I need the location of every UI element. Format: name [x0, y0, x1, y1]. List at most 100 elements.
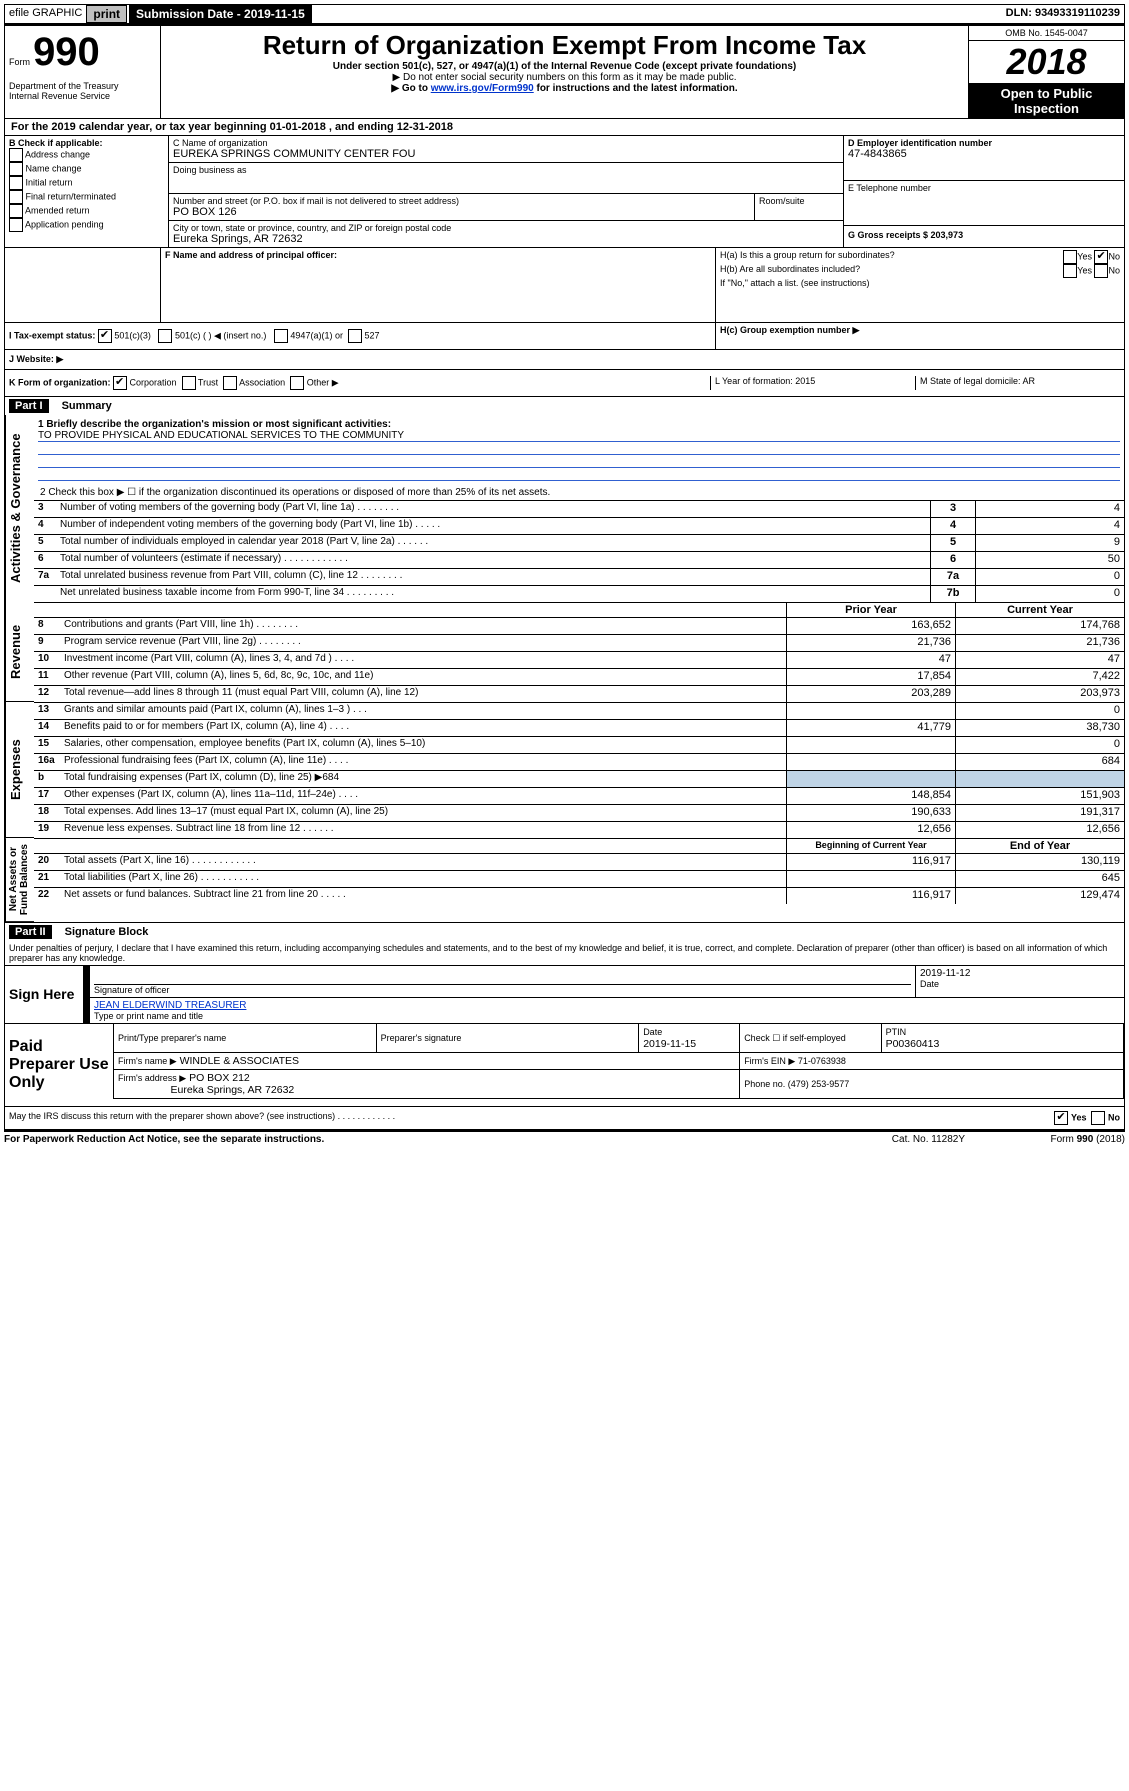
gov-line: 7aTotal unrelated business revenue from … — [34, 568, 930, 585]
line-desc: 14Benefits paid to or for members (Part … — [34, 719, 786, 736]
top-bar: efile GRAPHIC print Submission Date - 20… — [4, 4, 1125, 24]
boxB-item: Final return/terminated — [9, 190, 164, 204]
line-desc: 9Program service revenue (Part VIII, lin… — [34, 634, 786, 651]
checkbox-assoc[interactable] — [223, 376, 237, 390]
checkbox-final[interactable] — [9, 190, 23, 204]
paid-hdr: Paid Preparer Use Only — [5, 1024, 113, 1106]
line-desc: 8Contributions and grants (Part VIII, li… — [34, 617, 786, 634]
checkbox-501c[interactable] — [158, 329, 172, 343]
sub2: ▶ Do not enter social security numbers o… — [165, 72, 964, 83]
tax-year: 2018 — [969, 41, 1124, 83]
boxJ-label: J Website: ▶ — [9, 354, 63, 365]
checkbox-name-change[interactable] — [9, 162, 23, 176]
checkbox-addr-change[interactable] — [9, 148, 23, 162]
line-desc: 11Other revenue (Part VIII, column (A), … — [34, 668, 786, 685]
line-desc: 17Other expenses (Part IX, column (A), l… — [34, 787, 786, 804]
klm-block: K Form of organization: Corporation Trus… — [4, 370, 1125, 397]
i-block: I Tax-exempt status: 501(c)(3) 501(c) ( … — [4, 323, 1125, 350]
checkbox-discuss-no[interactable] — [1091, 1111, 1105, 1125]
pra: For Paperwork Reduction Act Notice, see … — [4, 1134, 892, 1145]
checkbox-corp[interactable] — [113, 376, 127, 390]
checkbox-initial[interactable] — [9, 176, 23, 190]
form-word: Form — [9, 57, 30, 67]
boxB-item: Application pending — [9, 218, 164, 232]
checkbox-hb-yes[interactable] — [1063, 264, 1077, 278]
boxE-label: E Telephone number — [848, 183, 1120, 193]
form-header: Form 990 Department of the Treasury Inte… — [4, 24, 1125, 119]
officer-lbl: Type or print name and title — [94, 1011, 1120, 1021]
side-na: Net Assets or Fund Balances — [5, 838, 34, 922]
checkbox-527[interactable] — [348, 329, 362, 343]
checkbox-hb-no[interactable] — [1094, 264, 1108, 278]
checkbox-ha-yes[interactable] — [1063, 250, 1077, 264]
form-title: Return of Organization Exempt From Incom… — [165, 30, 964, 61]
addr-val: PO BOX 126 — [173, 206, 750, 218]
line-desc: 12Total revenue—add lines 8 through 11 (… — [34, 685, 786, 702]
sig-date-val: 2019-11-12 — [920, 968, 1120, 979]
line-desc: 13Grants and similar amounts paid (Part … — [34, 702, 786, 719]
line-desc: 18Total expenses. Add lines 13–17 (must … — [34, 804, 786, 821]
hc-label: H(c) Group exemption number ▶ — [715, 323, 1124, 349]
part2-hdr: Part II — [9, 925, 52, 939]
boxB-item: Initial return — [9, 176, 164, 190]
j-block: J Website: ▶ — [4, 350, 1125, 370]
ein-val: 47-4843865 — [848, 148, 1120, 160]
line-desc: 21Total liabilities (Part X, line 26) . … — [34, 870, 786, 887]
f-h-block: F Name and address of principal officer:… — [4, 248, 1125, 323]
declaration: Under penalties of perjury, I declare th… — [5, 941, 1124, 965]
line-desc: 20Total assets (Part X, line 16) . . . .… — [34, 853, 786, 870]
boxD-label: D Employer identification number — [848, 138, 1120, 148]
checkbox-pending[interactable] — [9, 218, 23, 232]
col-py: Prior Year — [786, 602, 955, 617]
gov-line: 3Number of voting members of the governi… — [34, 500, 930, 517]
checkbox-501c3[interactable] — [98, 329, 112, 343]
officer-name[interactable]: JEAN ELDERWIND TREASURER — [94, 1000, 1120, 1011]
hb-label: H(b) Are all subordinates included? — [720, 264, 1063, 278]
sub1: Under section 501(c), 527, or 4947(a)(1)… — [165, 61, 964, 72]
city-label: City or town, state or province, country… — [173, 223, 839, 233]
entity-block: B Check if applicable: Address change Na… — [4, 136, 1125, 248]
boxC-label: C Name of organization — [173, 138, 839, 148]
gov-line: 6Total number of volunteers (estimate if… — [34, 551, 930, 568]
boxM: M State of legal domicile: AR — [915, 376, 1120, 390]
form990-link[interactable]: www.irs.gov/Form990 — [431, 83, 534, 94]
boxB-hdr: B Check if applicable: — [9, 138, 164, 148]
boxB-item: Name change — [9, 162, 164, 176]
line-desc: 19Revenue less expenses. Subtract line 1… — [34, 821, 786, 838]
boxG-label: G Gross receipts $ 203,973 — [844, 226, 1124, 244]
city-val: Eureka Springs, AR 72632 — [173, 233, 839, 245]
sig-officer-lbl: Signature of officer — [94, 985, 911, 995]
open-public: Open to Public Inspection — [969, 83, 1124, 118]
form-number: 990 — [33, 30, 100, 74]
checkbox-amended[interactable] — [9, 204, 23, 218]
side-gov: Activities & Governance — [5, 415, 34, 602]
checkbox-4947[interactable] — [274, 329, 288, 343]
line-desc: 15Salaries, other compensation, employee… — [34, 736, 786, 753]
side-rev: Revenue — [5, 602, 34, 702]
efile-label: efile GRAPHIC — [5, 5, 86, 23]
print-button[interactable]: print — [86, 5, 127, 23]
dln-label: DLN: 93493319110239 — [1002, 5, 1124, 23]
boxL: L Year of formation: 2015 — [710, 376, 915, 390]
gov-line: 5Total number of individuals employed in… — [34, 534, 930, 551]
part2: Part II Signature Block Under penalties … — [4, 923, 1125, 1130]
q2: 2 Check this box ▶ ☐ if the organization… — [34, 485, 1124, 500]
ha-label: H(a) Is this a group return for subordin… — [720, 250, 1063, 264]
line-desc: 22Net assets or fund balances. Subtract … — [34, 887, 786, 904]
part1-hdr: Part I — [9, 399, 49, 413]
sign-here: Sign Here — [5, 966, 83, 1023]
part1-title: Summary — [52, 400, 112, 412]
addr-label: Number and street (or P.O. box if mail i… — [173, 196, 750, 206]
checkbox-trust[interactable] — [182, 376, 196, 390]
checkbox-other[interactable] — [290, 376, 304, 390]
cat-no: Cat. No. 11282Y — [892, 1134, 965, 1145]
dept-label: Department of the Treasury Internal Reve… — [5, 79, 160, 103]
hb-note: If "No," attach a list. (see instruction… — [720, 278, 1120, 288]
checkbox-ha-no[interactable] — [1094, 250, 1108, 264]
org-name: EUREKA SPRINGS COMMUNITY CENTER FOU — [173, 148, 839, 160]
part2-title: Signature Block — [55, 926, 149, 938]
checkbox-discuss-yes[interactable] — [1054, 1111, 1068, 1125]
period-line: For the 2019 calendar year, or tax year … — [4, 119, 1125, 136]
col-cy: Current Year — [955, 602, 1124, 617]
submission-date-button[interactable]: Submission Date - 2019-11-15 — [129, 5, 312, 23]
